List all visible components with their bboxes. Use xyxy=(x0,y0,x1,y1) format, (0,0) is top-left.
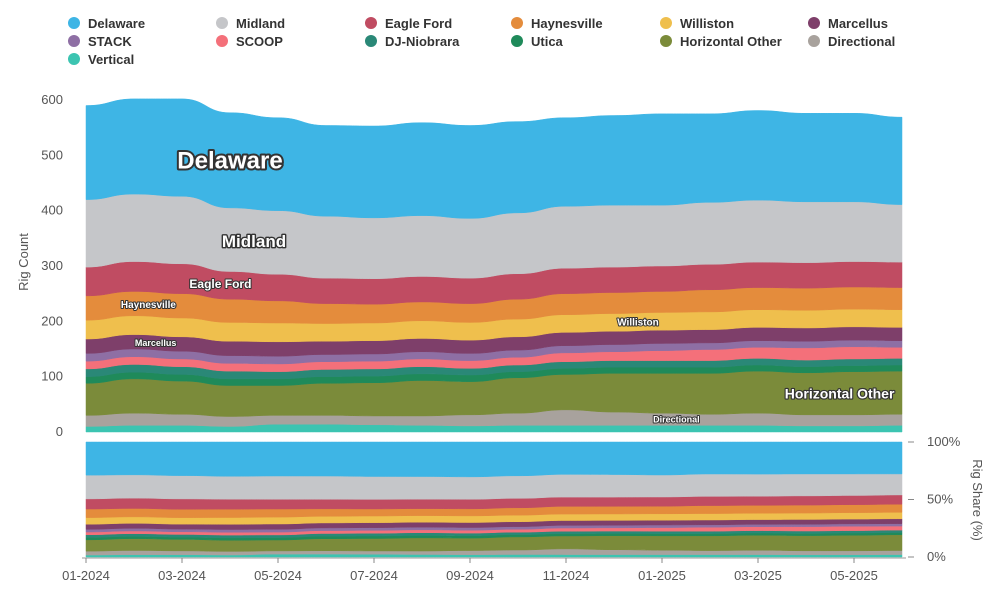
area-labels: Delaware Midland Eagle Ford Haynesville Marc… xyxy=(120,146,896,426)
y-tick-label: 0 xyxy=(56,424,63,439)
legend-item-midland[interactable]: Midland xyxy=(216,14,285,32)
bottom-y-ticks: 0% 50% 100% xyxy=(908,434,961,564)
legend-label: Vertical xyxy=(88,51,135,67)
y-tick-label: 400 xyxy=(41,203,63,218)
legend-item-haynesville[interactable]: Haynesville xyxy=(511,14,603,32)
top-plot-areas xyxy=(85,98,903,433)
y-axis-title: Rig Count xyxy=(16,233,31,291)
share-area-midland xyxy=(85,473,903,500)
legend-item-eagle-ford[interactable]: Eagle Ford xyxy=(365,14,452,32)
legend-label: Marcellus xyxy=(828,15,888,31)
x-tick-label: 03-2024 xyxy=(158,568,206,583)
legend-label: Midland xyxy=(236,15,286,31)
area-delaware xyxy=(85,98,903,219)
x-tick-label: 03-2025 xyxy=(734,568,782,583)
y2-tick-label: 100% xyxy=(927,434,961,449)
legend-swatch xyxy=(808,17,820,29)
top-y-ticks: 0 100 200 300 400 500 600 xyxy=(41,92,63,439)
legend-swatch xyxy=(216,35,228,47)
y-tick-label: 300 xyxy=(41,258,63,273)
y2-tick-label: 50% xyxy=(927,492,953,507)
legend-item-marcellus[interactable]: Marcellus xyxy=(808,14,888,32)
area-label-eagle-ford: Eagle Ford xyxy=(189,277,251,291)
legend-label: Horizontal Other xyxy=(680,33,782,49)
legend-item-utica[interactable]: Utica xyxy=(511,32,563,50)
legend-swatch xyxy=(365,17,377,29)
legend-swatch xyxy=(68,53,80,65)
legend-swatch xyxy=(808,35,820,47)
legend-item-delaware[interactable]: Delaware xyxy=(68,14,145,32)
x-tick-label: 05-2025 xyxy=(830,568,878,583)
legend-swatch xyxy=(511,17,523,29)
x-tick-label: 01-2024 xyxy=(62,568,110,583)
y2-tick-label: 0% xyxy=(927,549,946,564)
bottom-plot-areas xyxy=(85,441,903,558)
legend-label: DJ-Niobrara xyxy=(385,33,460,49)
x-tick-label: 01-2025 xyxy=(638,568,686,583)
share-area-delaware xyxy=(85,441,903,478)
area-label-marcellus: Marcellus xyxy=(135,338,177,348)
legend-swatch xyxy=(216,17,228,29)
legend-swatch xyxy=(68,35,80,47)
area-label-horizontal-other: Horizontal Other xyxy=(785,385,895,401)
legend-label: Utica xyxy=(531,33,563,49)
legend-label: Haynesville xyxy=(531,15,603,31)
legend-label: SCOOP xyxy=(236,33,283,49)
legend-swatch xyxy=(660,35,672,47)
legend-label: Williston xyxy=(680,15,735,31)
x-tick-label: 05-2024 xyxy=(254,568,302,583)
area-label-directional: Directional xyxy=(653,415,700,425)
x-tick-label: 07-2024 xyxy=(350,568,398,583)
area-label-haynesville: Haynesville xyxy=(121,300,176,311)
y-tick-label: 100 xyxy=(41,369,63,384)
legend-label: STACK xyxy=(88,33,132,49)
legend-item-horizontal-other[interactable]: Horizontal Other xyxy=(660,32,782,50)
legend-label: Eagle Ford xyxy=(385,15,453,31)
legend-label: Delaware xyxy=(88,15,146,31)
y2-axis-title: Rig Share (%) xyxy=(970,459,985,541)
legend-item-stack[interactable]: STACK xyxy=(68,32,132,50)
legend-swatch xyxy=(660,17,672,29)
y-tick-label: 600 xyxy=(41,92,63,107)
legend-swatch xyxy=(365,35,377,47)
y-tick-label: 200 xyxy=(41,313,63,328)
area-label-williston: Williston xyxy=(617,317,659,328)
x-ticks: 01-2024 03-2024 05-2024 07-2024 09-2024 11-20… xyxy=(62,557,906,583)
x-tick-label: 11-2024 xyxy=(543,568,590,583)
legend-item-vertical[interactable]: Vertical xyxy=(68,50,134,68)
area-label-delaware: Delaware xyxy=(177,148,282,175)
y-tick-label: 500 xyxy=(41,147,63,162)
legend-swatch xyxy=(68,17,80,29)
legend-item-scoop[interactable]: SCOOP xyxy=(216,32,283,50)
x-tick-label: 09-2024 xyxy=(446,568,494,583)
legend-item-dj-niobrara[interactable]: DJ-Niobrara xyxy=(365,32,459,50)
legend-label: Directional xyxy=(828,33,896,49)
legend-swatch xyxy=(511,35,523,47)
legend-item-williston[interactable]: Williston xyxy=(660,14,734,32)
area-label-midland: Midland xyxy=(222,232,286,251)
legend-item-directional[interactable]: Directional xyxy=(808,32,895,50)
